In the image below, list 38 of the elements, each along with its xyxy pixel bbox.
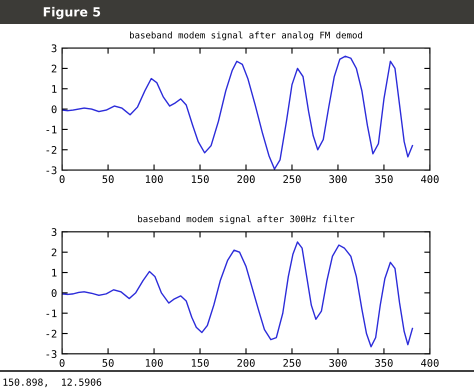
x-tick-label: 150 xyxy=(192,175,209,184)
y-tick-label: 0 xyxy=(52,289,57,297)
y-tick-label: -3 xyxy=(46,350,56,358)
x-tick-label: 0 xyxy=(60,175,65,184)
x-tick-label: 350 xyxy=(375,358,393,367)
y-tick-label: 3 xyxy=(52,228,56,236)
chart-title: baseband modem signal after analog FM demod xyxy=(130,31,362,40)
x-tick-label: 50 xyxy=(102,358,114,367)
y-tick-label: 2 xyxy=(52,64,56,72)
line-series xyxy=(62,241,414,348)
x-tick-label: 0 xyxy=(60,358,65,367)
y-tick-label: -2 xyxy=(46,330,56,338)
x-tick-label: 350 xyxy=(375,175,393,184)
y-tick-label: 1 xyxy=(52,268,57,277)
y-tick-label: 1 xyxy=(52,85,57,93)
caption: Figure 5 xyxy=(44,6,100,20)
y-tick-label: -1 xyxy=(46,126,57,134)
y-tick-label: -3 xyxy=(46,166,56,174)
x-tick-label: 400 xyxy=(421,358,439,367)
y-tick-label: -1 xyxy=(46,310,57,318)
x-tick-label: 250 xyxy=(283,358,301,367)
x-tick-label: 250 xyxy=(283,175,301,184)
x-tick-label: 50 xyxy=(102,175,114,184)
line-series xyxy=(62,56,414,170)
y-tick-label: 0 xyxy=(52,105,57,114)
y-tick-label: 2 xyxy=(52,248,56,256)
x-tick-label: 200 xyxy=(237,175,255,184)
chart-title: baseband modem signal after 300Hz filter xyxy=(138,215,354,224)
x-tick-label: 300 xyxy=(329,175,347,184)
y-tick-label: 3 xyxy=(52,44,56,52)
x-tick-label: 300 xyxy=(329,358,347,367)
x-tick-label: 200 xyxy=(237,358,255,367)
x-tick-label: 150 xyxy=(192,358,209,367)
x-tick-label: 100 xyxy=(146,175,163,184)
text: 150.898, 12.5906 xyxy=(4,378,102,388)
y-tick-label: -2 xyxy=(46,146,56,154)
x-tick-label: 100 xyxy=(146,358,163,367)
x-tick-label: 400 xyxy=(421,175,439,184)
